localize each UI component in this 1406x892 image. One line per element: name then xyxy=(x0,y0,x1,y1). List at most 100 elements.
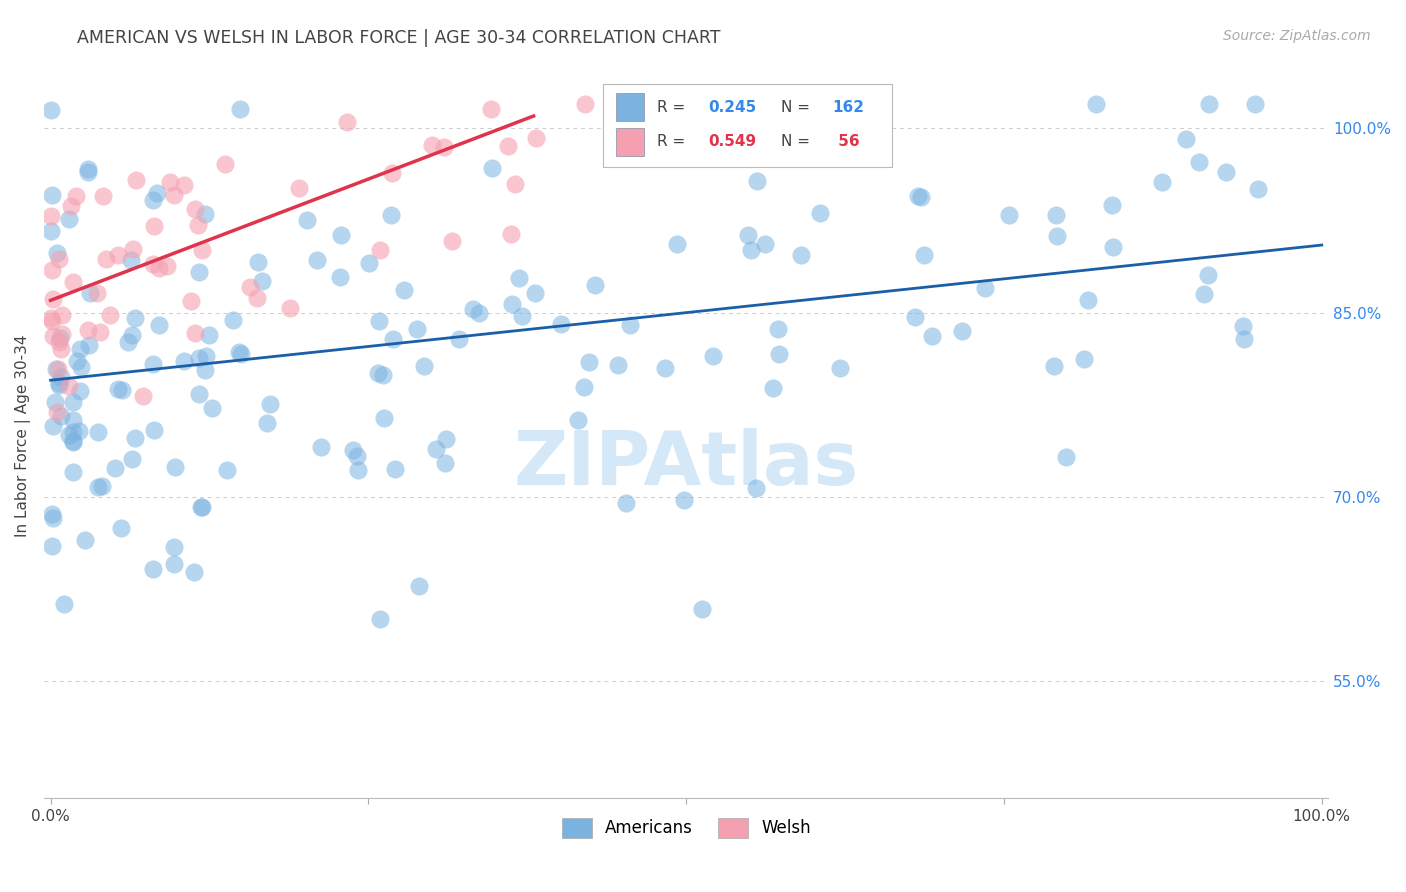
Point xyxy=(1247,182,1270,196)
Point xyxy=(912,248,935,262)
Point xyxy=(1046,228,1069,243)
Point xyxy=(288,181,311,195)
Point xyxy=(737,228,759,243)
Point xyxy=(42,292,65,306)
Point xyxy=(42,418,65,433)
Point xyxy=(117,335,139,350)
Point xyxy=(461,302,484,317)
Point xyxy=(368,243,391,257)
Point xyxy=(904,310,927,324)
Point xyxy=(77,323,100,337)
Point xyxy=(408,579,430,593)
Point xyxy=(619,318,641,332)
Point xyxy=(41,263,63,277)
Point xyxy=(194,207,217,221)
Point xyxy=(381,166,404,180)
Text: 56: 56 xyxy=(832,135,859,149)
Point xyxy=(921,328,943,343)
Point xyxy=(574,380,596,394)
Point xyxy=(907,189,929,203)
Point xyxy=(673,493,696,508)
Point xyxy=(87,425,110,439)
Point xyxy=(250,274,273,288)
Point xyxy=(41,314,63,328)
Point xyxy=(62,465,84,479)
Point xyxy=(41,540,63,554)
Point xyxy=(228,345,250,359)
Legend: Americans, Welsh: Americans, Welsh xyxy=(555,812,817,844)
Point xyxy=(501,296,523,310)
Point xyxy=(187,351,209,365)
Point xyxy=(762,381,785,395)
Bar xyxy=(616,94,644,120)
Point xyxy=(481,161,503,175)
Point xyxy=(39,311,62,326)
Point xyxy=(183,326,205,341)
Point xyxy=(246,291,269,305)
Point xyxy=(808,206,831,220)
Point xyxy=(201,401,224,416)
Point xyxy=(46,246,69,260)
Point xyxy=(467,306,489,320)
Point xyxy=(499,227,522,241)
Point xyxy=(342,443,364,458)
Point xyxy=(142,193,165,207)
Point xyxy=(433,456,456,470)
Point xyxy=(53,597,76,611)
Text: N =: N = xyxy=(782,135,815,149)
Point xyxy=(373,368,395,382)
Text: Source: ZipAtlas.com: Source: ZipAtlas.com xyxy=(1223,29,1371,43)
Point xyxy=(121,327,143,342)
Point xyxy=(1073,351,1095,366)
Point xyxy=(768,346,790,360)
Point xyxy=(77,161,100,176)
Point xyxy=(188,265,211,279)
Point xyxy=(163,557,186,571)
Point xyxy=(145,186,167,200)
Point xyxy=(307,253,329,268)
Point xyxy=(434,432,457,446)
Text: AMERICAN VS WELSH IN LABOR FORCE | AGE 30-34 CORRELATION CHART: AMERICAN VS WELSH IN LABOR FORCE | AGE 3… xyxy=(77,29,721,46)
Point xyxy=(187,218,209,232)
Point xyxy=(425,442,447,456)
Point xyxy=(740,244,762,258)
Point xyxy=(49,342,72,356)
Point xyxy=(607,359,630,373)
Point xyxy=(997,207,1019,221)
Point xyxy=(51,327,73,342)
Point xyxy=(79,285,101,300)
Point xyxy=(173,178,195,193)
Point xyxy=(91,188,114,202)
Point xyxy=(1198,96,1220,111)
Point xyxy=(51,308,73,322)
Text: R =: R = xyxy=(657,100,690,114)
Point xyxy=(433,140,456,154)
Point xyxy=(1150,175,1173,189)
Point xyxy=(550,318,572,332)
Point xyxy=(173,353,195,368)
Point xyxy=(614,496,637,510)
Point xyxy=(229,102,252,116)
Point xyxy=(87,480,110,494)
Point xyxy=(259,397,281,411)
Point xyxy=(45,405,67,419)
Point xyxy=(156,260,179,274)
Point xyxy=(367,366,389,380)
Point xyxy=(666,236,689,251)
Point xyxy=(48,252,70,266)
Point xyxy=(215,463,238,477)
Point xyxy=(69,342,91,356)
Point xyxy=(1101,198,1123,212)
Point xyxy=(1056,450,1078,464)
Point xyxy=(62,413,84,427)
Point xyxy=(392,283,415,297)
Point xyxy=(148,261,170,276)
Text: ZIPAtlas: ZIPAtlas xyxy=(513,428,859,501)
Point xyxy=(163,460,186,475)
Point xyxy=(86,286,108,301)
Point xyxy=(406,322,429,336)
Point xyxy=(1187,155,1209,169)
Point xyxy=(278,301,301,316)
Point xyxy=(239,280,262,294)
Point xyxy=(950,324,973,338)
